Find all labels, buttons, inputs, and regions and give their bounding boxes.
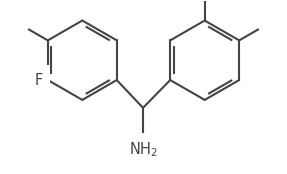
Text: NH$_2$: NH$_2$ [129, 141, 158, 159]
Text: F: F [35, 73, 43, 88]
